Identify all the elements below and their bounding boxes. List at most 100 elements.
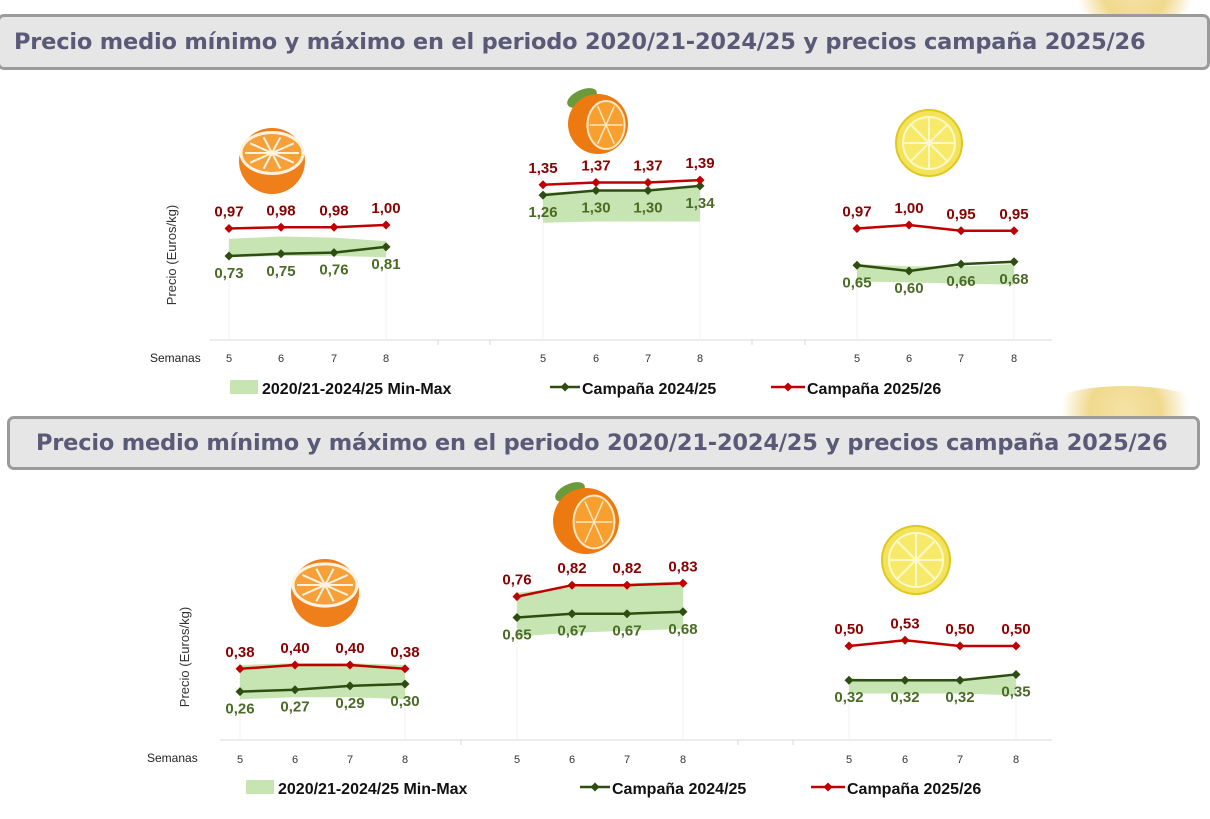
lemon-icon <box>881 525 951 595</box>
data-label-c2526: 0,50 <box>1001 621 1030 638</box>
data-label-c2526: 0,97 <box>214 203 243 220</box>
series-line-c2425 <box>542 184 701 197</box>
tick-label: 5 <box>846 754 852 766</box>
marker-c2526 <box>290 660 300 670</box>
data-label-c2526: 1,39 <box>685 155 714 172</box>
marker-c2425 <box>900 675 910 685</box>
tick-label: 8 <box>680 754 686 766</box>
marker-c2526 <box>276 222 286 232</box>
data-label-c2526: 0,97 <box>842 203 871 220</box>
legend-c2526: Campaña 2025/26 <box>847 781 981 798</box>
marker-c2526 <box>512 592 522 602</box>
data-label-c2425: 0,76 <box>319 262 348 279</box>
tick-label: 6 <box>278 353 284 365</box>
data-label-c2526: 1,35 <box>528 160 557 177</box>
tick-label: 7 <box>958 353 964 365</box>
marker-c2526 <box>695 175 705 185</box>
data-label-c2526: 0,50 <box>945 621 974 638</box>
y-axis-label: Precio (Euros/kg) <box>177 607 192 707</box>
data-label-c2425: 0,67 <box>557 623 586 640</box>
marker-c2425 <box>400 679 410 689</box>
marker-c2425 <box>956 259 966 269</box>
marker-c2425 <box>622 609 632 619</box>
data-label-c2526: 0,38 <box>225 644 254 661</box>
marker-c2425 <box>329 248 339 258</box>
legend-swatch-range <box>230 380 258 394</box>
legend-c2526: Campaña 2025/26 <box>807 381 941 398</box>
data-label-c2526: 0,82 <box>612 560 641 577</box>
data-label-c2526: 0,98 <box>266 202 295 219</box>
marker-c2526 <box>900 635 910 645</box>
marker-c2425 <box>276 249 286 259</box>
marker-c2526 <box>400 664 410 674</box>
marker-c2526 <box>538 180 548 190</box>
data-label-c2425: 0,73 <box>214 265 243 282</box>
marker-c2425 <box>591 186 601 195</box>
range-area-2 <box>543 187 700 223</box>
series-line-c2526 <box>848 639 1016 648</box>
series-line-c2526 <box>856 223 1014 232</box>
tick-label: 5 <box>540 353 546 365</box>
marker-c2526 <box>381 220 391 230</box>
data-label-c2425: 0,60 <box>894 280 923 297</box>
data-label-c2425: 0,66 <box>946 273 975 290</box>
data-label-c2425: 0,26 <box>225 701 254 718</box>
tick-label: 8 <box>383 353 389 365</box>
marker-c2526 <box>591 177 601 187</box>
orange-half-icon <box>239 128 305 194</box>
x-axis-label: Semanas <box>147 751 198 765</box>
legend-marker-c2526 <box>823 782 833 792</box>
legend-range: 2020/21-2024/25 Min-Max <box>262 381 452 398</box>
marker-c2425 <box>852 260 862 270</box>
marker-c2425 <box>381 242 391 252</box>
marker-c2425 <box>678 607 688 617</box>
data-label-c2526: 1,37 <box>581 157 610 174</box>
marker-c2526 <box>852 223 862 233</box>
tick-label: 6 <box>902 754 908 766</box>
marker-c2526 <box>235 664 245 674</box>
marker-c2425 <box>955 675 965 685</box>
data-label-c2425: 0,68 <box>668 621 697 638</box>
legend-marker-c2526 <box>783 382 793 392</box>
data-label-c2526: 0,50 <box>834 621 863 638</box>
tick-label: 6 <box>906 353 912 365</box>
series-line-c2526 <box>542 178 701 186</box>
marker-c2425 <box>695 181 705 191</box>
orange-half-icon <box>291 559 359 627</box>
data-label-c2526: 1,00 <box>894 200 923 217</box>
series-line-c2526 <box>228 223 387 230</box>
tick-label: 7 <box>645 353 651 365</box>
data-label-c2425: 0,65 <box>502 627 531 644</box>
legend-range: 2020/21-2024/25 Min-Max <box>278 781 468 798</box>
lemon-icon <box>895 109 963 177</box>
marker-c2526 <box>643 177 653 187</box>
marker-c2425 <box>904 266 914 276</box>
legend-marker-c2425 <box>590 782 600 792</box>
series-line-c2425 <box>228 245 387 258</box>
tick-label: 7 <box>331 353 337 365</box>
data-label-c2526: 0,53 <box>890 615 919 632</box>
data-label-c2425: 0,29 <box>335 695 364 712</box>
orange-whole-icon <box>553 482 619 554</box>
series-line-c2425 <box>239 682 406 693</box>
data-label-c2425: 0,27 <box>280 699 309 716</box>
data-label-c2526: 0,40 <box>335 640 364 657</box>
marker-c2526 <box>567 580 577 590</box>
marker-c2526 <box>224 223 234 233</box>
chart-panel-1: Precio (Euros/kg) Semanas 0,73 0,75 0,76 0,81… <box>150 88 1052 398</box>
tick-label: 7 <box>957 754 963 766</box>
marker-c2526 <box>1011 641 1021 651</box>
marker-c2526 <box>955 641 965 651</box>
data-label-c2526: 0,83 <box>668 558 697 575</box>
marker-c2526 <box>1009 226 1019 236</box>
data-label-c2526: 0,95 <box>946 206 975 223</box>
tick-label: 5 <box>226 353 232 365</box>
y-axis-label: Precio (Euros/kg) <box>164 205 179 305</box>
marker-c2526 <box>622 580 632 590</box>
legend-swatch-range <box>246 780 274 794</box>
x-axis-label: Semanas <box>150 351 201 365</box>
data-label-c2425: 0,35 <box>1001 684 1030 701</box>
tick-label: 8 <box>697 353 703 365</box>
data-label-c2425: 1,34 <box>685 195 715 212</box>
tick-label: 7 <box>624 754 630 766</box>
